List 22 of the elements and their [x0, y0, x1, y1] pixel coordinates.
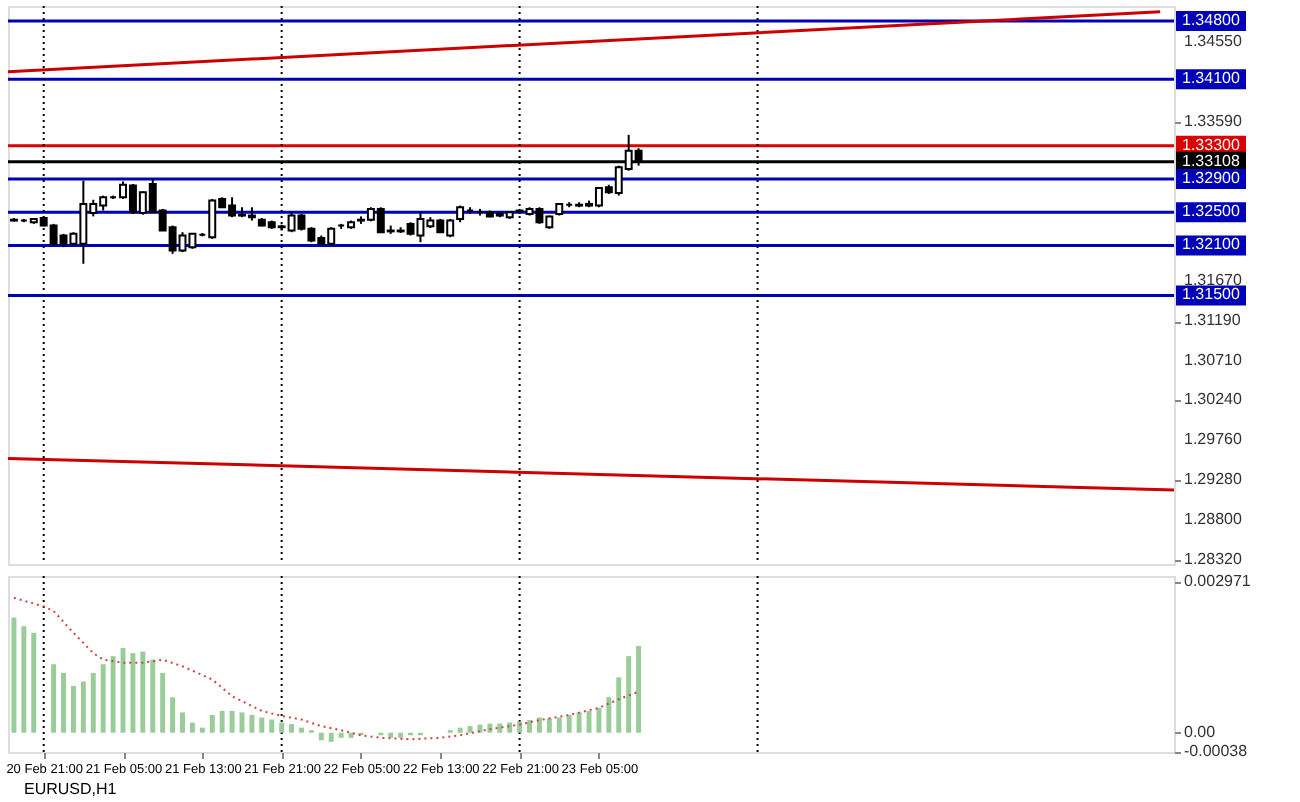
y-tick-label: 1.30240: [1184, 390, 1243, 409]
y-tick-label: 1.28800: [1184, 509, 1243, 528]
ref-line-label: 1.32100: [1182, 235, 1241, 254]
y-tick-label: 0.00: [1184, 722, 1217, 741]
y-tick-label: 0.002971: [1184, 572, 1252, 591]
y-tick-label: 1.34550: [1184, 31, 1243, 50]
y-tick-label: 1.29280: [1184, 470, 1243, 489]
y-tick-label: 1.31670: [1184, 271, 1243, 290]
y-tick-label: 1.33590: [1184, 111, 1243, 130]
y-tick-label: 1.29760: [1184, 430, 1243, 449]
y-tick-label: 1.28320: [1184, 549, 1243, 568]
ref-line-label: 1.32900: [1182, 168, 1241, 187]
ref-line-label: 1.33300: [1182, 135, 1241, 154]
ref-line-label: 1.34100: [1182, 69, 1241, 88]
ref-line-label: 1.32500: [1182, 202, 1241, 221]
text: EURUSD,H1: [24, 780, 118, 798]
y-tick-label: -0.00038: [1184, 742, 1249, 760]
y-tick-label: 1.30710: [1184, 351, 1243, 370]
ref-line-label: 1.31500: [1182, 285, 1241, 304]
ref-line-label: 1.33108: [1182, 151, 1241, 170]
ref-line-label: 1.34800: [1182, 10, 1241, 29]
y-tick-label: 1.31190: [1184, 311, 1242, 330]
